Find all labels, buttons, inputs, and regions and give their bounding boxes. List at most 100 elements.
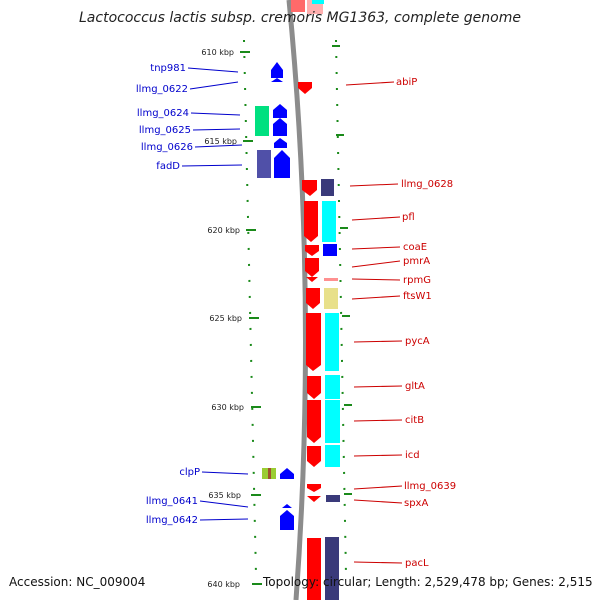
- label-leader: [190, 112, 241, 116]
- gene-arrow-llmg_0622[interactable]: [271, 78, 283, 82]
- label-leader: [181, 164, 243, 167]
- gene-label-pmrA[interactable]: pmrA: [403, 256, 430, 267]
- cog-box-fadD: [257, 150, 271, 178]
- gene-arrow-llmg_0641[interactable]: [282, 504, 292, 508]
- gene-label-rpmG[interactable]: rpmG: [403, 275, 431, 286]
- cog-box-clpP-stripe: [268, 468, 271, 479]
- label-leader: [345, 81, 395, 86]
- label-leader: [192, 128, 241, 131]
- label-leader: [353, 419, 403, 422]
- scale-label: 620 kbp: [207, 226, 240, 235]
- gene-arrow-ftsW1[interactable]: [306, 288, 320, 309]
- scale-label: 625 kbp: [209, 314, 242, 323]
- scale-label: 610 kbp: [201, 48, 234, 57]
- gene-arrow-abiP[interactable]: [298, 82, 312, 94]
- top-fragment-cyan: [312, 0, 324, 4]
- gene-arrow-llmg_0625[interactable]: [273, 118, 287, 136]
- gene-arrow-spxA[interactable]: [307, 496, 321, 502]
- gene-arrow-icd[interactable]: [307, 446, 321, 467]
- label-leader: [353, 385, 403, 388]
- right-scale-ticks: [332, 45, 352, 495]
- gene-arrow-fadD[interactable]: [274, 150, 290, 178]
- cog-box-ftsW1: [324, 288, 338, 309]
- gene-label-clpP[interactable]: clpP: [179, 467, 200, 478]
- gene-arrow-pacL[interactable]: [307, 538, 321, 600]
- label-leader: [353, 485, 403, 490]
- scale-label: 630 kbp: [211, 403, 244, 412]
- gene-arrow-pfl[interactable]: [304, 201, 318, 242]
- gene-arrow-gltA[interactable]: [307, 376, 321, 399]
- cog-box-pycA: [325, 313, 339, 371]
- gene-arrow-clpP[interactable]: [280, 468, 294, 479]
- label-leader: [351, 260, 401, 268]
- cog-box-llmg_0624: [255, 106, 269, 136]
- gene-label-llmg_0641[interactable]: llmg_0641: [146, 496, 198, 507]
- label-leader: [351, 278, 401, 281]
- gene-arrow-llmg_0642[interactable]: [280, 510, 294, 530]
- gene-label-pfl[interactable]: pfl: [402, 212, 415, 223]
- cog-box-rpmG: [324, 278, 338, 281]
- gene-arrow-pmrA[interactable]: [305, 258, 319, 277]
- right-genes: [298, 82, 340, 600]
- gene-label-llmg_0625[interactable]: llmg_0625: [139, 125, 191, 136]
- gene-label-tnp981[interactable]: tnp981: [150, 63, 186, 74]
- gene-label-fadD[interactable]: fadD: [156, 161, 180, 172]
- gene-arrow-llmg_0628[interactable]: [302, 180, 317, 196]
- gene-label-gltA[interactable]: gltA: [405, 381, 425, 392]
- gene-label-pacL[interactable]: pacL: [405, 558, 429, 569]
- gene-label-llmg_0639[interactable]: llmg_0639: [404, 481, 456, 492]
- label-leader: [194, 144, 243, 148]
- genome-backbone: [286, 0, 308, 600]
- gene-arrow-rpmG[interactable]: [306, 277, 318, 282]
- cog-box-llmg_0628: [321, 179, 334, 196]
- gene-arrow-citB[interactable]: [307, 400, 321, 443]
- gene-label-llmg_0624[interactable]: llmg_0624: [137, 108, 189, 119]
- label-leader: [353, 499, 403, 504]
- gene-arrow-llmg_0626[interactable]: [274, 138, 287, 148]
- label-leader: [199, 500, 249, 508]
- left-labels: tnp981 llmg_0622 llmg_0624 llmg_0625 llm…: [136, 63, 249, 526]
- gene-label-pycA[interactable]: pycA: [405, 336, 430, 347]
- gene-label-abiP[interactable]: abiP: [396, 77, 417, 88]
- gene-label-llmg_0642[interactable]: llmg_0642: [146, 515, 198, 526]
- gene-label-icd[interactable]: icd: [405, 450, 420, 461]
- right-labels: abiP llmg_0628 pfl coaE pmrA rpmG ftsW1 …: [345, 77, 456, 569]
- gene-arrow-pycA[interactable]: [306, 313, 321, 371]
- label-leader: [199, 518, 249, 521]
- cog-box-pfl: [322, 201, 336, 242]
- scale-label: 635 kbp: [208, 491, 241, 500]
- gene-arrow-llmg_0639[interactable]: [307, 484, 321, 492]
- gene-arrow-coaE[interactable]: [305, 245, 319, 256]
- label-leader: [353, 454, 403, 457]
- label-leader: [353, 561, 403, 564]
- label-leader: [189, 81, 239, 90]
- gene-label-citB[interactable]: citB: [405, 415, 424, 426]
- cog-box-pacL: [325, 537, 339, 600]
- cog-box-coaE: [323, 244, 337, 256]
- genome-title: Lactococcus lactis subsp. cremoris MG136…: [79, 10, 521, 26]
- gene-arrow-llmg_0624[interactable]: [273, 104, 287, 118]
- gene-label-ftsW1[interactable]: ftsW1: [403, 291, 432, 302]
- gene-arrow-tnp981[interactable]: [271, 62, 283, 78]
- gene-label-llmg_0628[interactable]: llmg_0628: [401, 179, 453, 190]
- gene-label-llmg_0626[interactable]: llmg_0626: [141, 142, 193, 153]
- cog-box-citB: [325, 400, 340, 443]
- scale-label: 640 kbp: [207, 580, 240, 589]
- top-fragment-red: [291, 0, 305, 12]
- gene-label-llmg_0622[interactable]: llmg_0622: [136, 84, 188, 95]
- label-leader: [351, 246, 401, 250]
- scale-marks: 610 kbp 615 kbp 620 kbp 625 kbp 630 kbp …: [201, 48, 262, 589]
- label-leader: [349, 183, 399, 187]
- label-leader: [353, 340, 403, 343]
- gene-label-spxA[interactable]: spxA: [404, 498, 428, 509]
- cog-box-spxA: [326, 495, 340, 502]
- label-leader: [201, 471, 249, 475]
- label-leader: [187, 67, 239, 73]
- label-leader: [351, 295, 401, 300]
- gene-label-coaE[interactable]: coaE: [403, 242, 427, 253]
- topology-text: Topology: circular; Length: 2,529,478 bp…: [263, 575, 593, 589]
- left-genes: [255, 62, 294, 530]
- cog-box-icd: [325, 445, 340, 467]
- scale-label: 615 kbp: [204, 137, 237, 146]
